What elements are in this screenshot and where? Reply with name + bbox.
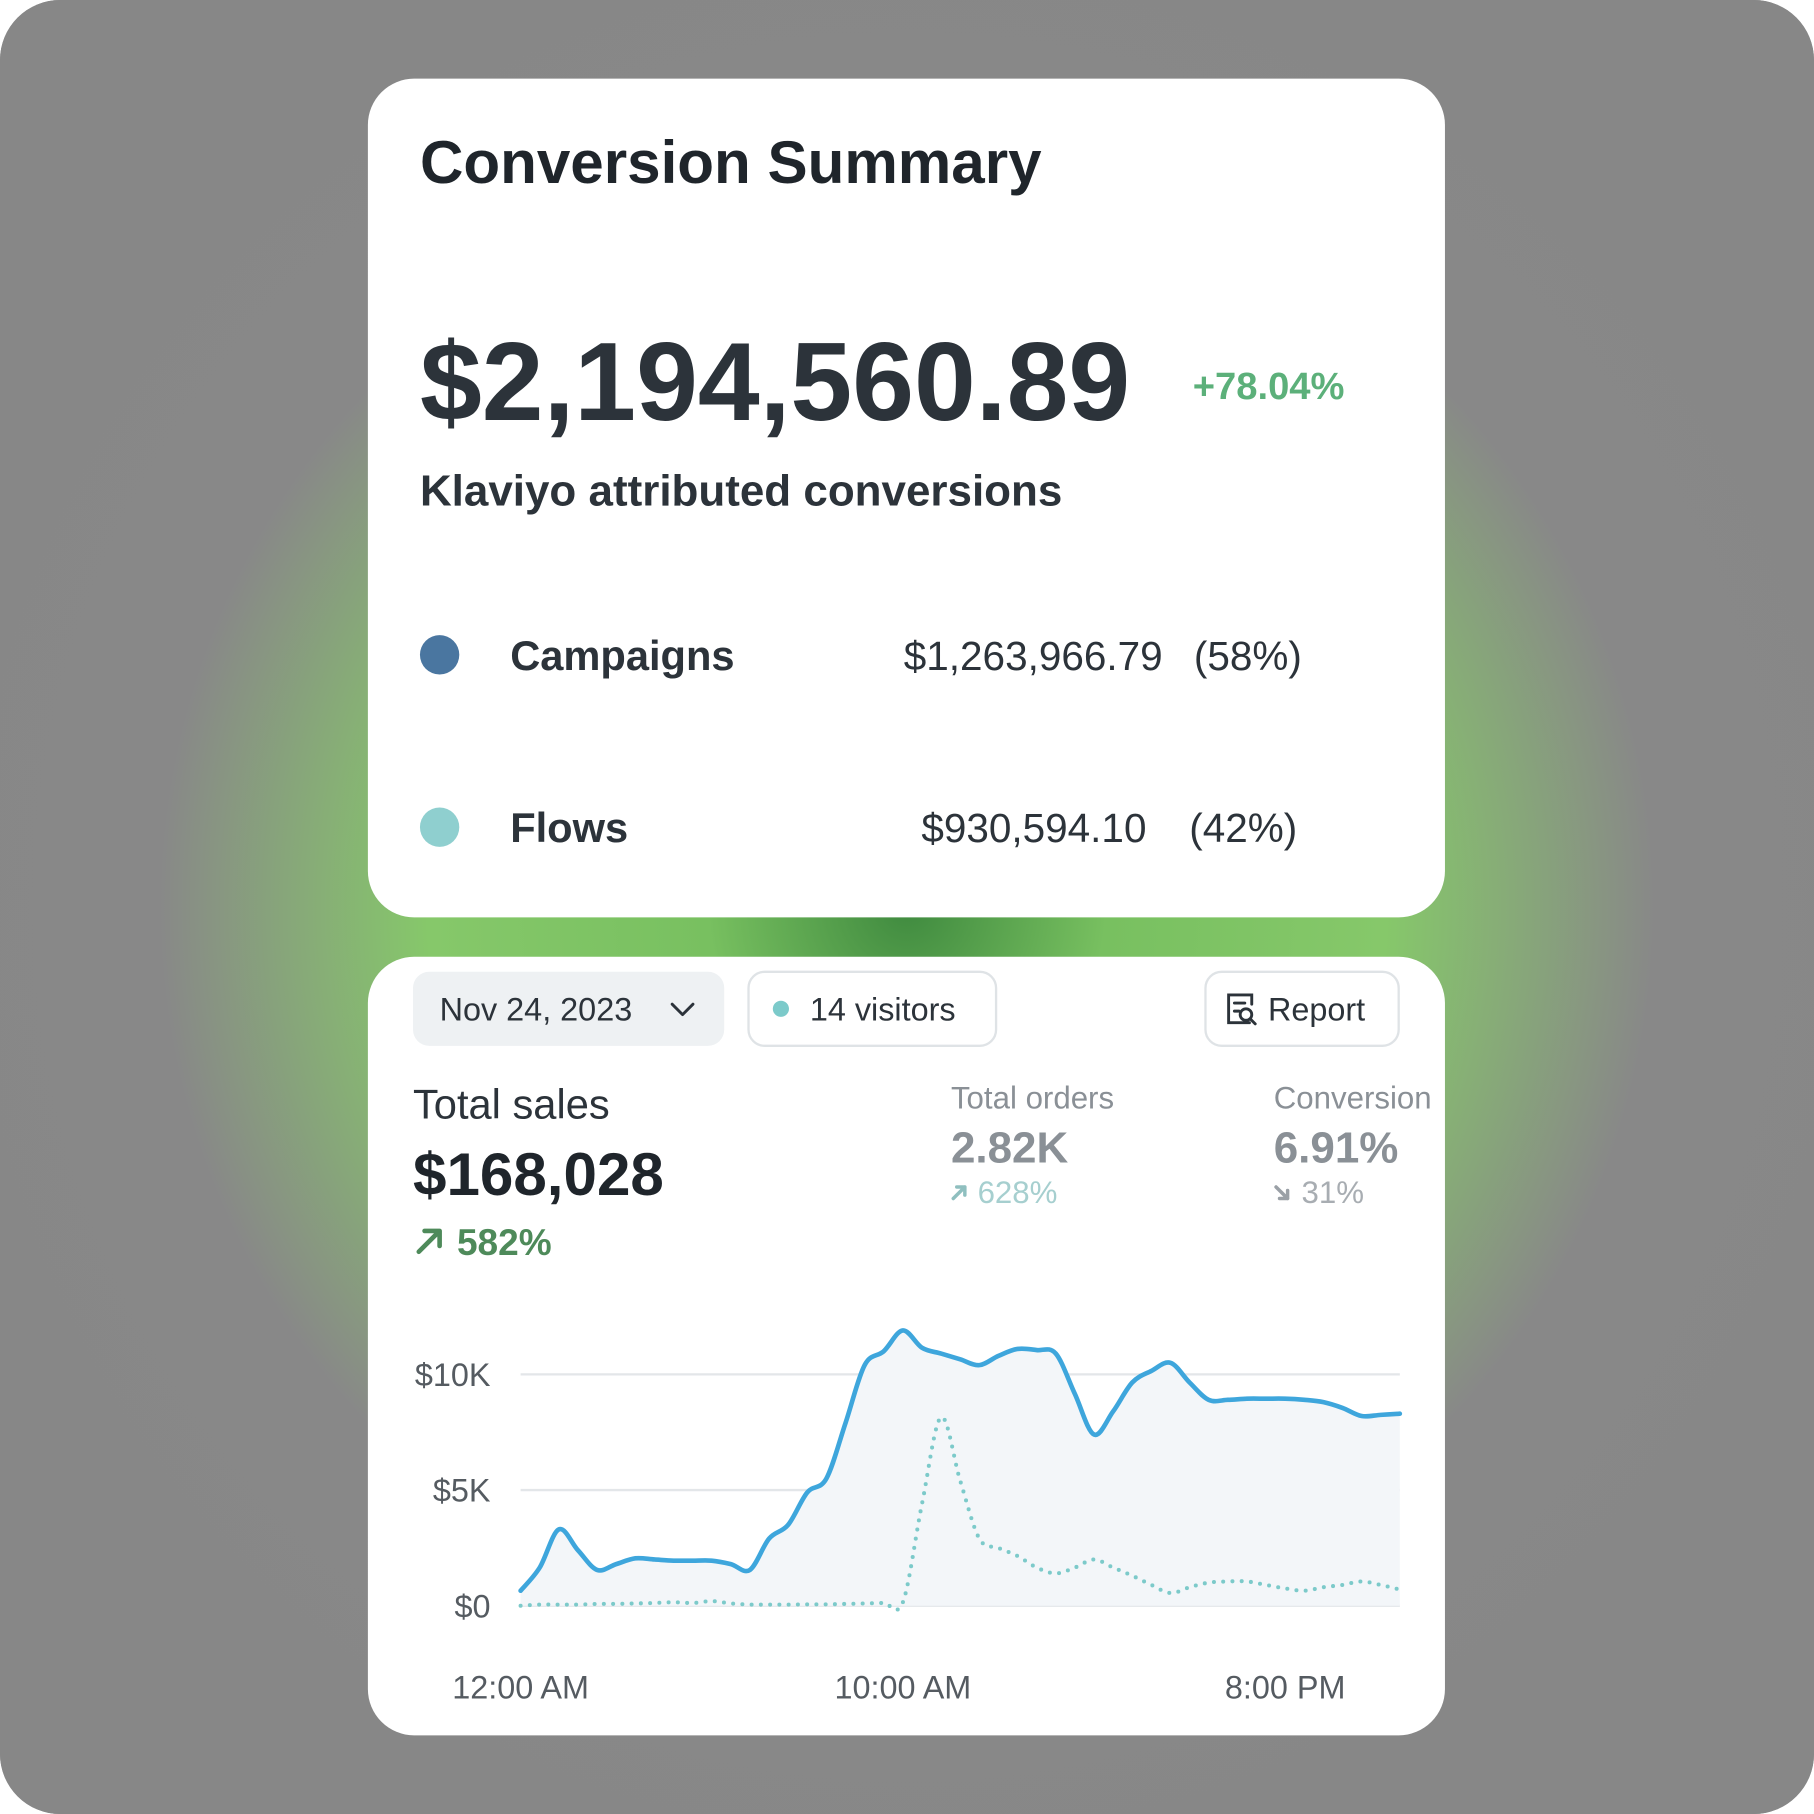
- x-tick-label: 10:00 AM: [834, 1669, 971, 1705]
- metric-value: 6.91%: [1274, 1124, 1399, 1173]
- up-arrow-icon: [416, 1228, 442, 1255]
- item-share: (58%): [1194, 633, 1302, 679]
- x-tick-label: 8:00 PM: [1225, 1669, 1346, 1705]
- item-name: Flows: [510, 804, 628, 851]
- y-tick-label: $10K: [415, 1357, 491, 1393]
- report-button[interactable]: [1204, 970, 1400, 1047]
- visitors-badge[interactable]: [747, 970, 998, 1047]
- date-picker[interactable]: [413, 971, 725, 1046]
- legend-dot: [419, 807, 460, 847]
- visitors-label[interactable]: 14 visitors: [810, 991, 956, 1027]
- total-amount: $2,194,560.89: [420, 319, 1130, 444]
- metric-change: 31%: [1301, 1175, 1363, 1210]
- down-arrow-icon: [1274, 1185, 1290, 1201]
- breakdown-list: Campaigns $1,263,966.79 (58%) Flows $930,594…: [419, 632, 1302, 851]
- sales-card-content: Nov 24, 2023 14 visitors Report Total sa…: [413, 970, 1432, 1705]
- metric-change: 628%: [978, 1175, 1058, 1210]
- summary-card: [367, 78, 1445, 918]
- subtitle: Klaviyo attributed conversions: [420, 467, 1062, 516]
- metric-change: 582%: [457, 1221, 552, 1263]
- item-share: (42%): [1189, 805, 1297, 851]
- item-name: Campaigns: [510, 632, 734, 679]
- visitors-dot: [772, 1000, 789, 1017]
- sales-chart: $0 $5K $10K 12:00 AM 10:00 AM 8:00 PM: [415, 1328, 1403, 1705]
- metric-value: $168,028: [413, 1141, 664, 1208]
- report-label[interactable]: Report: [1268, 991, 1365, 1027]
- metric-value: 2.82K: [951, 1124, 1069, 1173]
- metric-label: Conversion: [1274, 1080, 1432, 1115]
- y-tick-label: $0: [455, 1588, 491, 1624]
- date-label[interactable]: Nov 24, 2023: [440, 991, 633, 1027]
- x-tick-label: 12:00 AM: [452, 1669, 589, 1705]
- item-amount: $930,594.10: [921, 805, 1146, 851]
- total-change: +78.04%: [1193, 365, 1345, 408]
- up-arrow-icon: [951, 1185, 967, 1201]
- chevron-icon: [670, 1002, 695, 1017]
- y-tick-label: $5K: [433, 1473, 491, 1509]
- metric-label: Total orders: [951, 1080, 1114, 1115]
- item-amount: $1,263,966.79: [904, 633, 1163, 679]
- legend-dot: [419, 635, 460, 675]
- metric-label: Total sales: [413, 1081, 610, 1128]
- area: [520, 1330, 1400, 1606]
- line-series: [518, 1415, 1402, 1612]
- line-series: [518, 1328, 1403, 1594]
- report-icon: [1227, 993, 1257, 1026]
- card-title: Conversion Summary: [420, 129, 1042, 196]
